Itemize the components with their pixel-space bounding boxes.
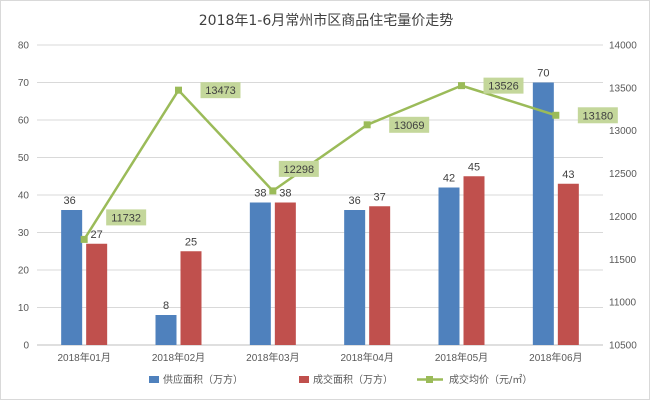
line-layer: [80, 82, 560, 243]
price-marker: [363, 121, 371, 129]
price-label-bg: [389, 116, 430, 133]
price-marker: [80, 235, 88, 243]
bar: [344, 210, 366, 345]
bars-layer: [61, 82, 579, 345]
bar-data-label: 37: [374, 191, 386, 203]
bar-data-label: 27: [91, 229, 103, 241]
right-axis-tick-label: 10500: [609, 341, 637, 352]
chart-title: 2018年1-6月常州市区商品住宅量价走势: [199, 12, 454, 29]
left-axis-tick-label: 70: [18, 78, 30, 89]
bar-data-label: 8: [163, 300, 169, 312]
left-axis-tick-label: 0: [23, 341, 29, 352]
left-axis-tick-label: 20: [18, 266, 30, 277]
price-label-bg: [278, 160, 319, 177]
bar: [532, 82, 554, 345]
bar-data-label: 70: [537, 68, 549, 80]
left-axis-tick-label: 30: [18, 228, 30, 239]
bar: [86, 243, 108, 345]
price-label-bg: [200, 82, 241, 99]
price-marker: [552, 111, 560, 119]
x-axis-tick-label: 2018年06月: [529, 351, 582, 364]
left-axis-tick-label: 50: [18, 153, 30, 164]
x-axis-tick-label: 2018年03月: [246, 351, 299, 364]
bar: [61, 210, 83, 345]
legend-label: 成交面积（万方）: [313, 373, 393, 386]
bar: [463, 176, 485, 345]
legend-label: 成交均价（元/㎡）: [449, 373, 532, 386]
price-marker: [458, 82, 465, 90]
left-axis-tick-label: 80: [18, 41, 30, 52]
price-label-bg: [106, 209, 147, 226]
bar-data-label: 36: [349, 195, 361, 207]
bar: [249, 202, 271, 345]
x-axis-tick-label: 2018年01月: [57, 351, 110, 364]
bar-data-label: 45: [468, 161, 480, 173]
price-data-label: 13069: [394, 120, 425, 132]
bar-data-label: 38: [279, 188, 291, 200]
bar-data-label: 43: [562, 169, 574, 181]
price-data-label: 13180: [583, 110, 614, 122]
price-label-bg: [577, 107, 618, 124]
price-line: [83, 84, 557, 241]
x-axis: 2018年01月 2018年02月 2018年03月 2018年04月 2018年05月…: [37, 344, 603, 364]
legend-swatch: [149, 376, 159, 383]
left-axis-tick-label: 40: [18, 191, 30, 202]
bar-data-label: 38: [254, 188, 266, 200]
bar-data-label: 42: [443, 173, 455, 185]
right-axis-tick-label: 13000: [609, 126, 637, 137]
bar-data-label: 25: [185, 236, 197, 248]
x-axis-tick-label: 2018年05月: [435, 351, 488, 364]
bar: [155, 315, 177, 345]
right-axis-tick-label: 11000: [609, 298, 637, 309]
bar: [557, 183, 579, 345]
left-axis-tick-label: 10: [18, 303, 30, 314]
right-axis-tick-label: 12000: [609, 212, 637, 223]
left-axis-tick-label: 60: [18, 116, 30, 127]
x-axis-tick-label: 2018年02月: [152, 351, 205, 364]
price-data-label: 11732: [111, 212, 141, 224]
price-data-label: 12298: [284, 164, 315, 176]
bar: [180, 251, 202, 345]
legend-label: 供应面积（万方）: [163, 373, 243, 386]
right-axis-tick-label: 13500: [609, 83, 637, 94]
bar-data-label: 36: [64, 195, 76, 207]
right-axis-tick-label: 11500: [609, 255, 637, 266]
price-label-bg: [483, 77, 524, 94]
left-axis: 0 10 20 30 40 50 60 70 80: [18, 41, 30, 352]
bar: [438, 187, 460, 345]
right-axis-tick-label: 12500: [609, 169, 637, 180]
legend: 供应面积（万方） 成交面积（万方） 成交均价（元/㎡）: [149, 373, 532, 386]
price-data-label: 13526: [488, 81, 519, 93]
price-marker: [175, 86, 182, 94]
x-axis-tick-label: 2018年04月: [340, 351, 393, 364]
legend-marker: [426, 376, 433, 383]
bar: [274, 202, 296, 345]
price-data-label: 13473: [205, 85, 236, 97]
bar: [369, 206, 391, 345]
right-axis: 10500 11000 11500 12000 12500 13000 13500 14000: [609, 41, 637, 352]
labels-layer: 36 8 38 36 42 70 27 25 38 37 45 43 11732 13473 12298 13…: [64, 68, 618, 312]
right-axis-tick-label: 14000: [609, 41, 637, 52]
legend-swatch: [299, 376, 309, 383]
price-marker: [269, 187, 277, 195]
